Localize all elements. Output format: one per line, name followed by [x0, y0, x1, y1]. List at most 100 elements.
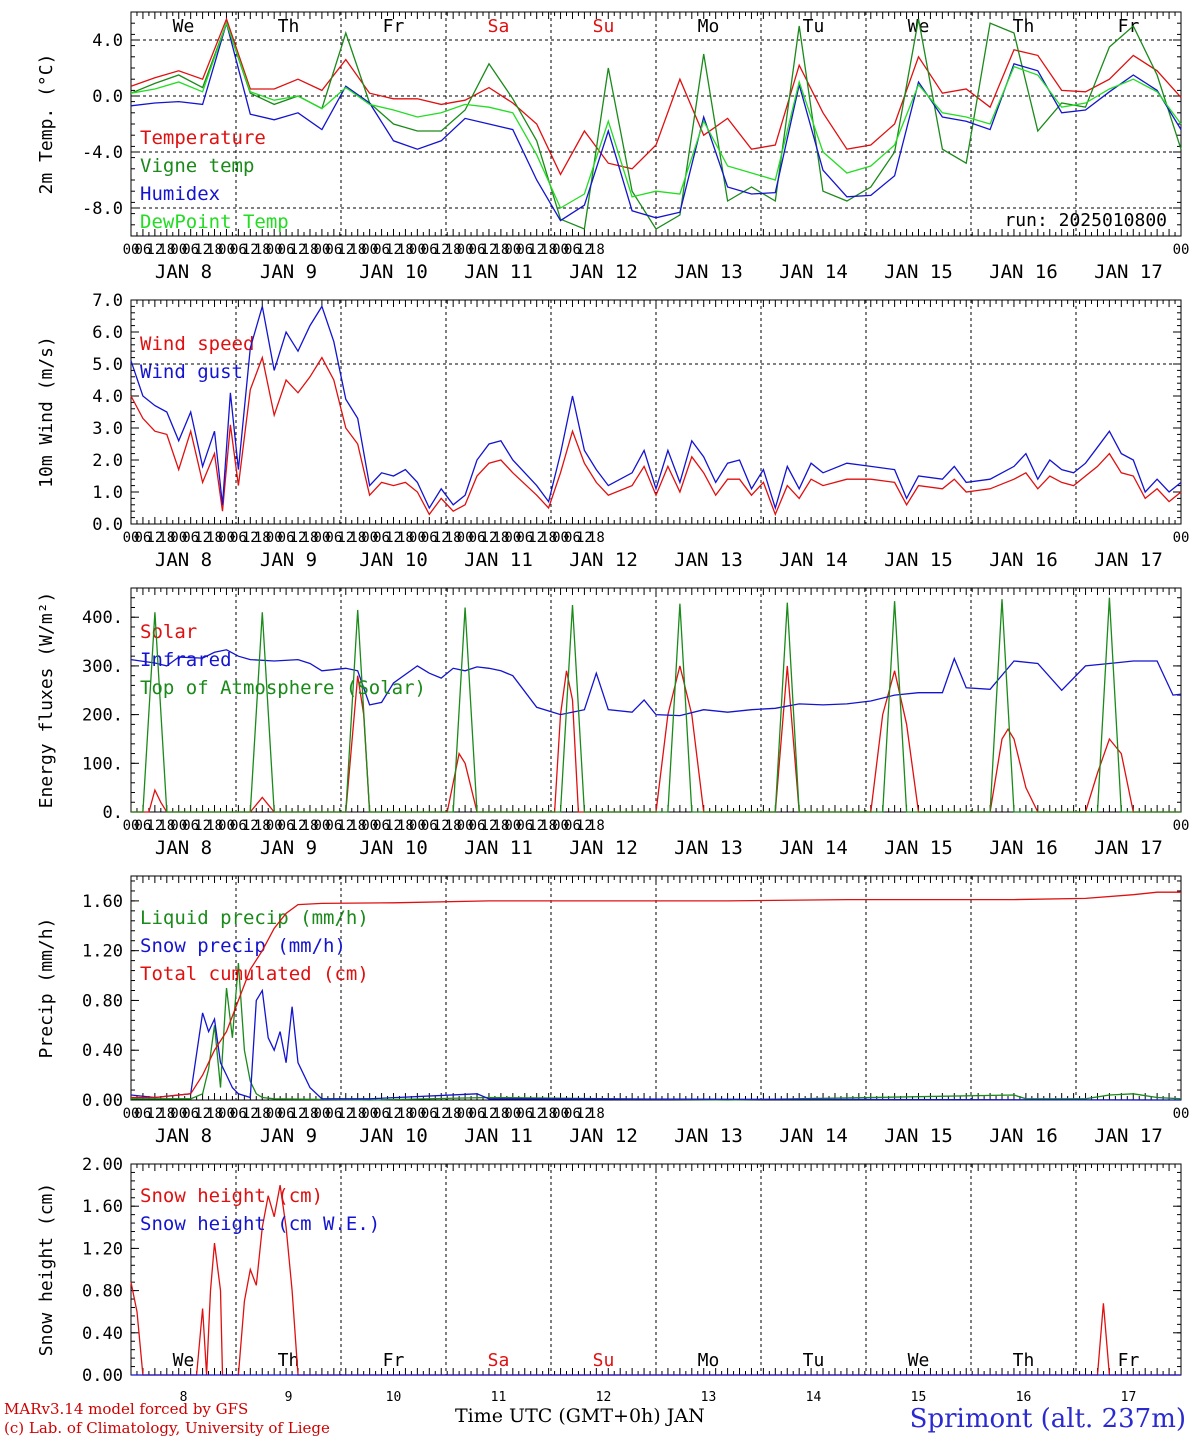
hour-label: 00: [123, 818, 140, 834]
date-label: JAN 16: [989, 261, 1058, 283]
hour-label: 00: [504, 530, 521, 546]
legend-entry: Snow height (cm W.E.): [140, 1213, 380, 1235]
day-label: Tu: [803, 1350, 825, 1371]
hour-label: 06: [182, 1106, 199, 1122]
date-label: 9: [285, 1390, 293, 1405]
hour-label: 06: [421, 242, 438, 258]
hour-label: 12: [481, 818, 498, 834]
hour-label: 18: [445, 1106, 462, 1122]
y-axis-label: 10m Wind (m/s): [36, 336, 57, 488]
hour-label: 00: [123, 1106, 140, 1122]
y-tick-label: 6.0: [92, 323, 123, 343]
y-tick-label: -8.0: [82, 199, 123, 219]
series-line-wind-gust: [130, 304, 1182, 511]
legend-entry: Total cumulated (cm): [140, 963, 369, 985]
hour-label: 06: [182, 530, 199, 546]
y-tick-label: 300.: [82, 657, 123, 677]
hour-label: 18: [206, 1106, 223, 1122]
hour-label: 18: [206, 242, 223, 258]
hour-label: 00: [457, 242, 474, 258]
legend-entry: Humidex: [140, 183, 220, 205]
day-label: Th: [278, 16, 300, 37]
hour-label: 00: [409, 818, 426, 834]
legend-entry: Solar: [140, 621, 197, 643]
hour-label: 18: [254, 242, 271, 258]
series-line-snow-precip-mm-h-: [130, 988, 1182, 1101]
hour-label: 18: [540, 530, 557, 546]
hour-label: 06: [564, 1106, 581, 1122]
hour-label: 18: [349, 242, 366, 258]
hour-label: 18: [540, 242, 557, 258]
y-tick-label: 400.: [82, 608, 123, 628]
date-label: JAN 8: [155, 549, 212, 571]
date-label: 10: [386, 1390, 402, 1405]
hour-label: 00: [266, 530, 283, 546]
date-label: 15: [911, 1390, 927, 1405]
hour-label: 12: [146, 242, 163, 258]
date-label: JAN 16: [989, 549, 1058, 571]
day-label: We: [173, 16, 195, 37]
date-label: 11: [491, 1390, 507, 1405]
hour-label: 00: [313, 530, 330, 546]
y-axis-label: Snow height (cm): [36, 1183, 57, 1356]
hour-label: 18: [254, 818, 271, 834]
date-label: 14: [806, 1390, 822, 1405]
credit-model: MARv3.14 model forced by GFS: [4, 1400, 249, 1418]
hour-label: 06: [135, 530, 152, 546]
day-label: Sa: [488, 1350, 510, 1371]
date-label: 16: [1016, 1390, 1032, 1405]
hour-label: 06: [135, 1106, 152, 1122]
date-label: JAN 13: [674, 261, 743, 283]
day-label: Tu: [803, 16, 825, 37]
y-axis-label: 2m Temp. (°C): [36, 54, 57, 195]
legend-entry: Temperature: [140, 127, 266, 149]
hour-label: 00: [409, 1106, 426, 1122]
hour-label: 12: [576, 530, 593, 546]
date-label: JAN 12: [569, 837, 638, 859]
hour-label: 12: [242, 530, 259, 546]
y-tick-label: 4.0: [92, 31, 123, 51]
hour-label: 12: [242, 818, 259, 834]
hour-label: 18: [349, 1106, 366, 1122]
series-line-temperature: [130, 17, 1182, 176]
hour-label: 06: [230, 1106, 247, 1122]
hour-label: 18: [302, 242, 319, 258]
hour-label: 12: [385, 1106, 402, 1122]
hour-label: 00: [361, 242, 378, 258]
date-label: JAN 9: [260, 549, 317, 571]
hour-label: 00: [218, 530, 235, 546]
hour-label: 12: [481, 530, 498, 546]
hour-label: 12: [433, 242, 450, 258]
legend-entry: DewPoint Temp: [140, 211, 289, 233]
day-label: Mo: [698, 16, 720, 37]
hour-label: 00: [457, 530, 474, 546]
hour-label: 06: [516, 242, 533, 258]
date-label: JAN 8: [155, 837, 212, 859]
hour-label: 18: [302, 818, 319, 834]
hour-label: 00: [266, 242, 283, 258]
hour-label: 12: [337, 1106, 354, 1122]
hour-label: 00: [552, 530, 569, 546]
series-line-liquid-precip-mm-h-: [131, 963, 1182, 1101]
hour-label: 18: [158, 818, 175, 834]
y-tick-label: 1.0: [92, 483, 123, 503]
hour-label: 06: [182, 818, 199, 834]
hour-label: 06: [469, 242, 486, 258]
hour-label: 00: [361, 818, 378, 834]
hour-label: 12: [337, 818, 354, 834]
hour-label: 06: [325, 530, 342, 546]
hour-label: 18: [254, 1106, 271, 1122]
hour-label: 06: [325, 818, 342, 834]
hour-label: 18: [588, 530, 605, 546]
y-tick-label: 0.40: [82, 1041, 123, 1061]
hour-label: 12: [528, 1106, 545, 1122]
y-tick-label: 0.80: [82, 991, 123, 1011]
y-tick-label: 2.00: [82, 1155, 123, 1175]
y-tick-label: 0.: [103, 803, 123, 823]
hour-label: 06: [564, 242, 581, 258]
legend-entry: Snow precip (mm/h): [140, 935, 346, 957]
hour-label: 06: [325, 242, 342, 258]
hour-label: 18: [445, 242, 462, 258]
hour-label: 12: [290, 530, 307, 546]
